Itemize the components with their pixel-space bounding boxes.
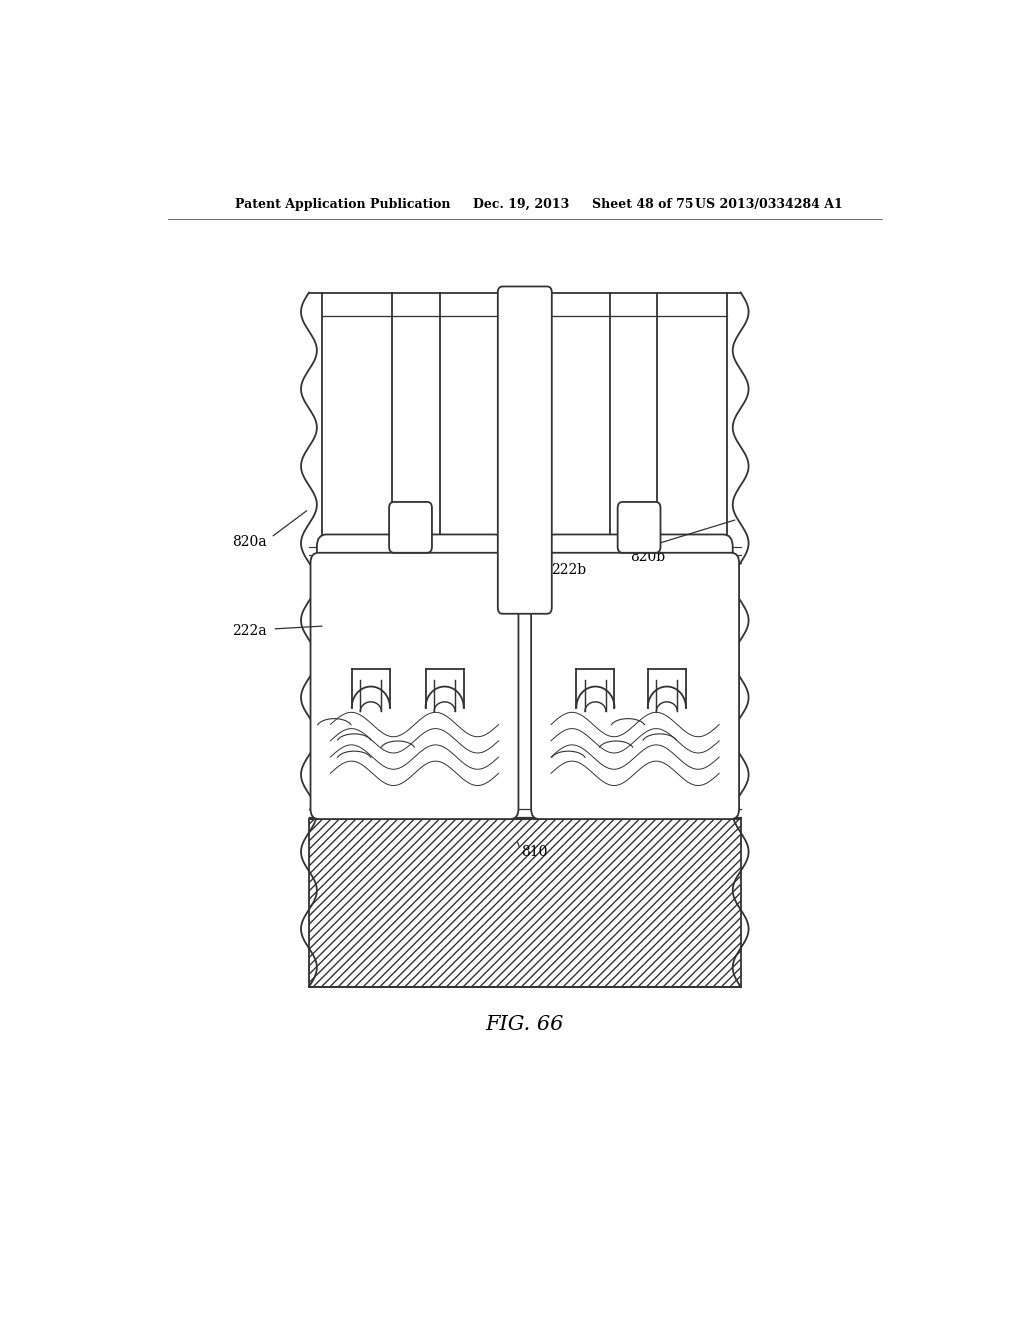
FancyBboxPatch shape — [498, 286, 552, 614]
Text: 222a: 222a — [232, 624, 267, 638]
Text: Dec. 19, 2013: Dec. 19, 2013 — [473, 198, 569, 211]
Text: Patent Application Publication: Patent Application Publication — [236, 198, 451, 211]
Text: Sheet 48 of 75: Sheet 48 of 75 — [592, 198, 693, 211]
Text: 810: 810 — [521, 845, 547, 858]
FancyBboxPatch shape — [531, 553, 739, 818]
FancyBboxPatch shape — [546, 535, 733, 678]
Bar — [309, 818, 740, 987]
FancyBboxPatch shape — [310, 553, 518, 818]
FancyBboxPatch shape — [316, 535, 504, 678]
FancyBboxPatch shape — [617, 502, 660, 553]
Text: 820b: 820b — [631, 550, 666, 564]
Text: 820a: 820a — [232, 535, 267, 549]
Text: FIG. 66: FIG. 66 — [485, 1015, 564, 1034]
FancyBboxPatch shape — [389, 502, 432, 553]
Text: US 2013/0334284 A1: US 2013/0334284 A1 — [695, 198, 843, 211]
Bar — [309, 818, 740, 987]
Text: 222b: 222b — [551, 564, 586, 577]
